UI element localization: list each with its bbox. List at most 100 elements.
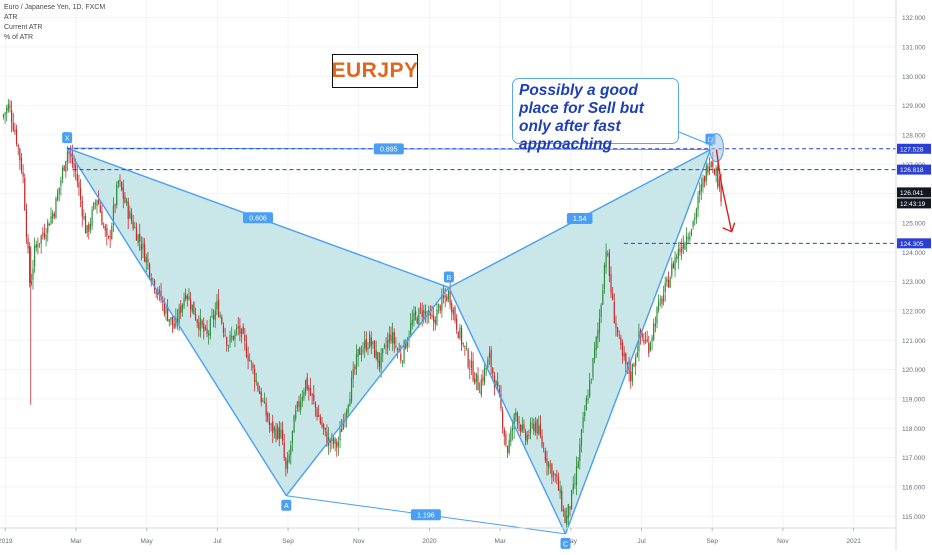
candle-body — [188, 296, 190, 300]
candle-body — [342, 420, 344, 430]
candle-body — [163, 302, 165, 315]
pattern-fill-bcd — [448, 149, 711, 534]
candle-body — [385, 346, 387, 348]
candle-body — [372, 341, 374, 345]
candle-body — [511, 428, 514, 431]
candle-body — [495, 380, 497, 386]
candle-body — [423, 309, 425, 321]
candle-body — [380, 353, 382, 369]
candle-body — [577, 461, 579, 468]
candle-body — [603, 265, 606, 290]
candle-body — [190, 299, 192, 309]
candle-body — [135, 227, 138, 241]
candle-body — [11, 110, 13, 123]
candle-body — [659, 299, 661, 300]
candle-body — [176, 318, 179, 323]
candle-body — [326, 431, 328, 446]
candle-body — [556, 474, 558, 477]
candle-body — [152, 278, 154, 280]
candle-body — [625, 353, 627, 364]
candle-body — [314, 402, 317, 408]
time-tick-label: May — [141, 538, 154, 545]
time-tick-label: Jul — [213, 538, 222, 545]
candle-body — [281, 429, 284, 441]
candle-body — [263, 401, 266, 404]
time-tick-label: 2019 — [0, 538, 13, 545]
candle-body — [93, 202, 95, 210]
price-tick-label: 129.000 — [902, 103, 926, 110]
indicator-atr: ATR — [4, 14, 18, 21]
candle-body — [170, 317, 172, 321]
candle-body — [544, 450, 546, 461]
candle-body — [4, 112, 6, 115]
candle-body — [144, 244, 146, 262]
candle-body — [265, 403, 267, 416]
candle-body — [684, 242, 686, 250]
candle-body — [12, 122, 14, 131]
time-tick-label: Sep — [706, 538, 718, 545]
candle-body — [666, 278, 668, 282]
candle-body — [63, 165, 65, 171]
candle-body — [589, 380, 591, 397]
price-tick-label: 124.000 — [902, 250, 926, 257]
candle-body — [613, 302, 615, 324]
candle-body — [392, 332, 394, 343]
ratio-badge — [243, 212, 274, 224]
candle-body — [258, 391, 261, 395]
candle-body — [227, 345, 229, 347]
candle-body — [626, 362, 629, 365]
candle-body — [674, 257, 676, 271]
candle-body — [631, 364, 633, 382]
price-tick-label: 115.000 — [902, 514, 925, 521]
candle-body — [595, 337, 597, 350]
point-badge-x — [62, 132, 73, 144]
candle-body — [615, 323, 617, 328]
candle-body — [477, 375, 479, 391]
candle-body — [378, 360, 381, 367]
candle-body — [61, 168, 64, 180]
candle-body — [638, 331, 640, 352]
candle-body — [713, 169, 716, 174]
candle-body — [288, 454, 290, 462]
candle-body — [641, 333, 643, 338]
candle-body — [318, 414, 320, 418]
candle-body — [648, 342, 650, 354]
candle-body — [15, 129, 18, 144]
candle-body — [475, 373, 477, 382]
projection-arrow — [715, 149, 736, 233]
candle-body — [14, 129, 16, 133]
callout-note[interactable]: Possibly a good place for Sell but only … — [512, 78, 679, 153]
candle-body — [441, 294, 443, 311]
candle-body — [444, 295, 446, 298]
candle-body — [536, 419, 538, 434]
candle-body — [290, 445, 292, 455]
candle-body — [300, 401, 302, 410]
candle-body — [24, 178, 26, 210]
candle-body — [636, 352, 638, 358]
candle-body — [543, 448, 545, 450]
candle-body — [350, 377, 353, 402]
candle-body — [17, 144, 19, 148]
candle-body — [510, 429, 512, 442]
candle-body — [308, 387, 310, 391]
candle-body — [590, 378, 592, 380]
time-tick-label: Mar — [70, 538, 82, 545]
d-point-highlight — [708, 133, 724, 163]
candle-body — [564, 510, 566, 523]
candle-body — [84, 216, 87, 234]
candle-body — [346, 410, 348, 419]
candle-body — [490, 349, 492, 368]
price-tick-label: 131.000 — [902, 44, 926, 51]
candle-body — [48, 223, 50, 226]
candle-body — [671, 264, 673, 277]
candle-body — [301, 396, 303, 402]
candle-body — [125, 200, 128, 204]
candle-body — [168, 319, 170, 323]
candle-body — [694, 217, 696, 220]
price-tick-label: 117.000 — [902, 455, 925, 462]
candle-body — [705, 165, 707, 181]
candle-body — [214, 310, 216, 321]
candle-body — [523, 424, 525, 430]
